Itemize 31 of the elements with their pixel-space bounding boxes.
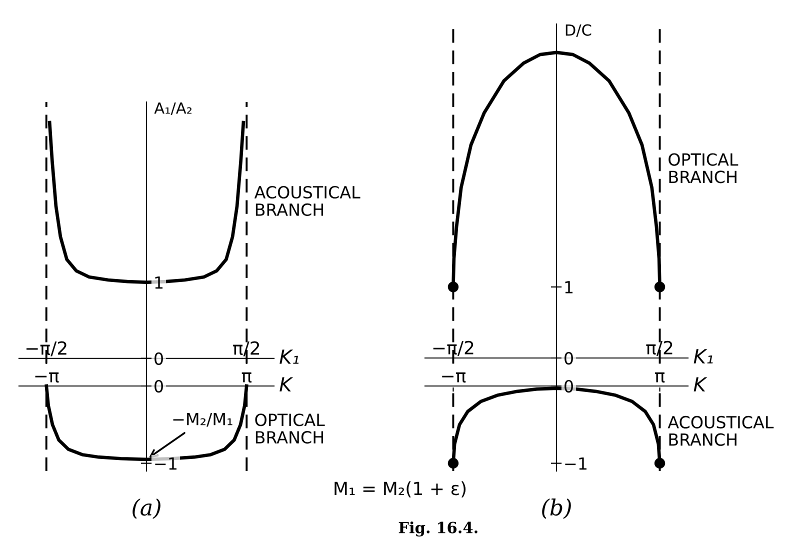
y-axis-title: A₁/A₂: [154, 102, 192, 116]
x-axis-title: K₁: [280, 350, 299, 364]
y-tick-label: 1: [565, 281, 573, 294]
x-tick-label: −π/2: [433, 340, 474, 356]
y-axis-title: D/C: [566, 24, 592, 38]
x-axis-title: K: [280, 377, 294, 392]
x-tick-label: π/2: [646, 340, 672, 356]
x-tick-label: −π/2: [26, 341, 66, 356]
series-label: ACOUSTICAL BRANCH: [668, 416, 774, 446]
y-tick-label: 0: [154, 380, 163, 393]
x-tick-label: −π: [35, 372, 59, 383]
y-tick-label: 0: [564, 352, 573, 365]
y-tick-label: 0: [564, 380, 573, 393]
text: (a): [132, 498, 160, 519]
series-label: OPTICAL BRANCH: [255, 414, 325, 444]
y-tick-label: 1: [155, 276, 163, 289]
caption: Fig. 16.4.: [398, 522, 478, 536]
x-tick-label: −π: [442, 372, 466, 383]
y-tick-label: −1: [155, 457, 176, 470]
text: M₁ = M₂(1 + ε): [334, 481, 466, 498]
text: (b): [542, 498, 571, 519]
series-label: OPTICAL BRANCH: [668, 153, 738, 184]
x-tick-label: π: [654, 372, 665, 383]
y-tick-label: −1: [565, 457, 586, 470]
x-axis-title: K: [694, 377, 708, 392]
x-tick-label: π/2: [233, 341, 260, 356]
x-axis-title: K₁: [694, 349, 713, 364]
series-label: ACOUSTICAL BRANCH: [254, 186, 360, 216]
x-tick-label: π: [242, 372, 252, 383]
y-tick-label: 0: [154, 352, 163, 365]
annotation: −M₂/M₁: [173, 412, 232, 427]
